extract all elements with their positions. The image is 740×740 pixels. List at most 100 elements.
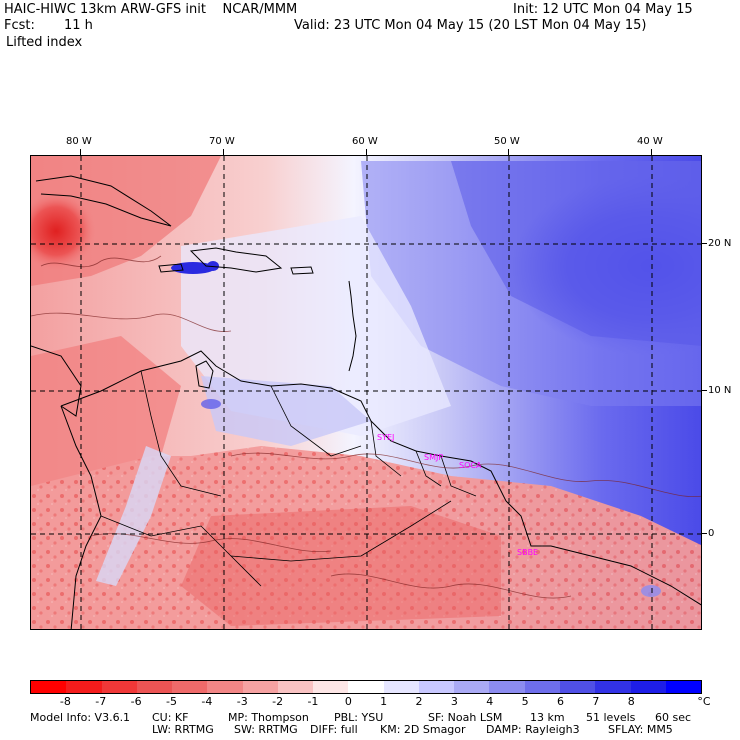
caribbean-blue xyxy=(201,376,371,446)
init-time: Init: 12 UTC Mon 04 May 15 xyxy=(513,2,693,17)
color-scale-swatch xyxy=(101,681,137,693)
contour xyxy=(40,255,162,268)
color-scale-swatch xyxy=(524,681,560,693)
color-scale-swatch xyxy=(454,681,490,693)
color-scale-label: 2 xyxy=(415,695,423,708)
surface-layer-option: SFLAY: MM5 xyxy=(608,723,673,736)
lat-label-20n: 20 N xyxy=(708,238,732,249)
color-scale-label: 5 xyxy=(521,695,529,708)
border-line xyxy=(415,450,442,487)
valid-time: Valid: 23 UTC Mon 04 May 15 (20 LST Mon … xyxy=(294,18,647,33)
stable-band-inner xyxy=(451,161,701,346)
color-scale-label: -1 xyxy=(307,695,319,708)
lon-tick xyxy=(651,149,652,155)
puerto-rico-coast xyxy=(290,266,314,275)
coastlines xyxy=(31,175,701,629)
border-line xyxy=(270,385,362,457)
contour xyxy=(330,573,572,599)
color-scale-swatch xyxy=(66,681,102,693)
color-scale-bar xyxy=(30,680,702,694)
lifted-index-contours xyxy=(31,255,701,599)
central-america-coast xyxy=(31,345,82,417)
color-scale-swatch xyxy=(136,681,173,693)
color-scale-label: 4 xyxy=(486,695,494,708)
color-scale-label: 8 xyxy=(627,695,635,708)
color-scale-label: 6 xyxy=(557,695,565,708)
pbl-scheme: PBL: YSU xyxy=(334,711,384,724)
km-option: KM: 2D Smagor xyxy=(380,723,466,736)
surface-scheme: SF: Noah LSM xyxy=(428,711,503,724)
color-scale-unit: °C xyxy=(697,695,711,708)
graticule xyxy=(31,156,701,629)
color-scale-swatch xyxy=(595,681,631,693)
color-scale-label: -6 xyxy=(130,695,142,708)
forecast-label: Fcst: xyxy=(4,18,35,33)
border-line xyxy=(370,420,402,477)
border-line xyxy=(100,515,262,587)
south-america-coast xyxy=(60,350,701,606)
cumulus-scheme: CU: KF xyxy=(152,711,189,724)
western-hot-core xyxy=(31,191,96,271)
lat-tick xyxy=(702,390,707,391)
model-info: Model Info: V3.6.1 xyxy=(30,711,131,724)
shortwave-scheme: SW: RRTMG xyxy=(234,723,298,736)
resolution: 13 km xyxy=(530,711,565,724)
amazon-band xyxy=(181,506,501,626)
map-canvas: SYEJ SMJP SOCA SBBE xyxy=(31,156,701,629)
cuba-coast xyxy=(35,175,172,227)
diffusion-option: DIFF: full xyxy=(310,723,358,736)
levels: 51 levels xyxy=(586,711,636,724)
andes-stable-strip xyxy=(96,446,171,586)
border-line xyxy=(440,455,477,497)
jamaica-coast xyxy=(158,263,184,273)
border-line xyxy=(230,500,452,562)
color-scale-swatch xyxy=(665,681,702,693)
timestep: 60 sec xyxy=(655,711,692,724)
lat-tick xyxy=(702,533,707,534)
station-label-sbbe: SBBE xyxy=(517,548,538,557)
lesser-antilles xyxy=(348,280,357,372)
south-america-unstable xyxy=(31,446,701,629)
color-scale-label: -4 xyxy=(201,695,213,708)
color-scale-label: -8 xyxy=(59,695,71,708)
lon-label-50w: 50 W xyxy=(494,136,520,147)
microphysics-scheme: MP: Thompson xyxy=(228,711,309,724)
color-scale-swatch xyxy=(418,681,455,693)
color-scale-label: -3 xyxy=(236,695,248,708)
lat-tick xyxy=(702,243,707,244)
hispaniola-coast xyxy=(189,247,283,273)
contour xyxy=(31,312,232,332)
lon-tick xyxy=(223,149,224,155)
stable-spot xyxy=(641,585,661,597)
field-name: Lifted index xyxy=(6,35,83,50)
lon-tick xyxy=(508,149,509,155)
lon-label-80w: 80 W xyxy=(66,136,92,147)
color-scale-swatch xyxy=(383,681,419,693)
forecast-hours: 11 h xyxy=(64,18,93,33)
color-scale-label: 1 xyxy=(380,695,388,708)
stable-spot xyxy=(207,261,219,271)
central-america-unstable xyxy=(31,336,181,486)
color-scale-swatch xyxy=(207,681,243,693)
color-scale-label: -7 xyxy=(95,695,107,708)
stable-spot xyxy=(171,262,215,274)
color-scale-swatch xyxy=(630,681,666,693)
color-scale-label: -5 xyxy=(165,695,177,708)
model-title: HAIC-HIWC 13km ARW-GFS init NCAR/MMM xyxy=(4,2,298,17)
lon-tick xyxy=(366,149,367,155)
color-scale-swatch xyxy=(31,681,67,693)
contour xyxy=(230,452,701,498)
lat-label-0: 0 xyxy=(708,528,715,539)
lon-label-40w: 40 W xyxy=(637,136,663,147)
color-scale-swatch xyxy=(277,681,314,693)
color-scale-swatch xyxy=(313,681,349,693)
lon-label-70w: 70 W xyxy=(209,136,235,147)
lat-label-10n: 10 N xyxy=(708,385,732,396)
color-scale-label: 3 xyxy=(450,695,458,708)
borders xyxy=(100,370,477,587)
damping-option: DAMP: Rayleigh3 xyxy=(486,723,580,736)
longwave-scheme: LW: RRTMG xyxy=(152,723,214,736)
station-label-syej: SYEJ xyxy=(377,433,394,442)
lifted-index-map: SYEJ SMJP SOCA SBBE xyxy=(30,155,702,630)
lake-maracaibo xyxy=(195,360,214,389)
